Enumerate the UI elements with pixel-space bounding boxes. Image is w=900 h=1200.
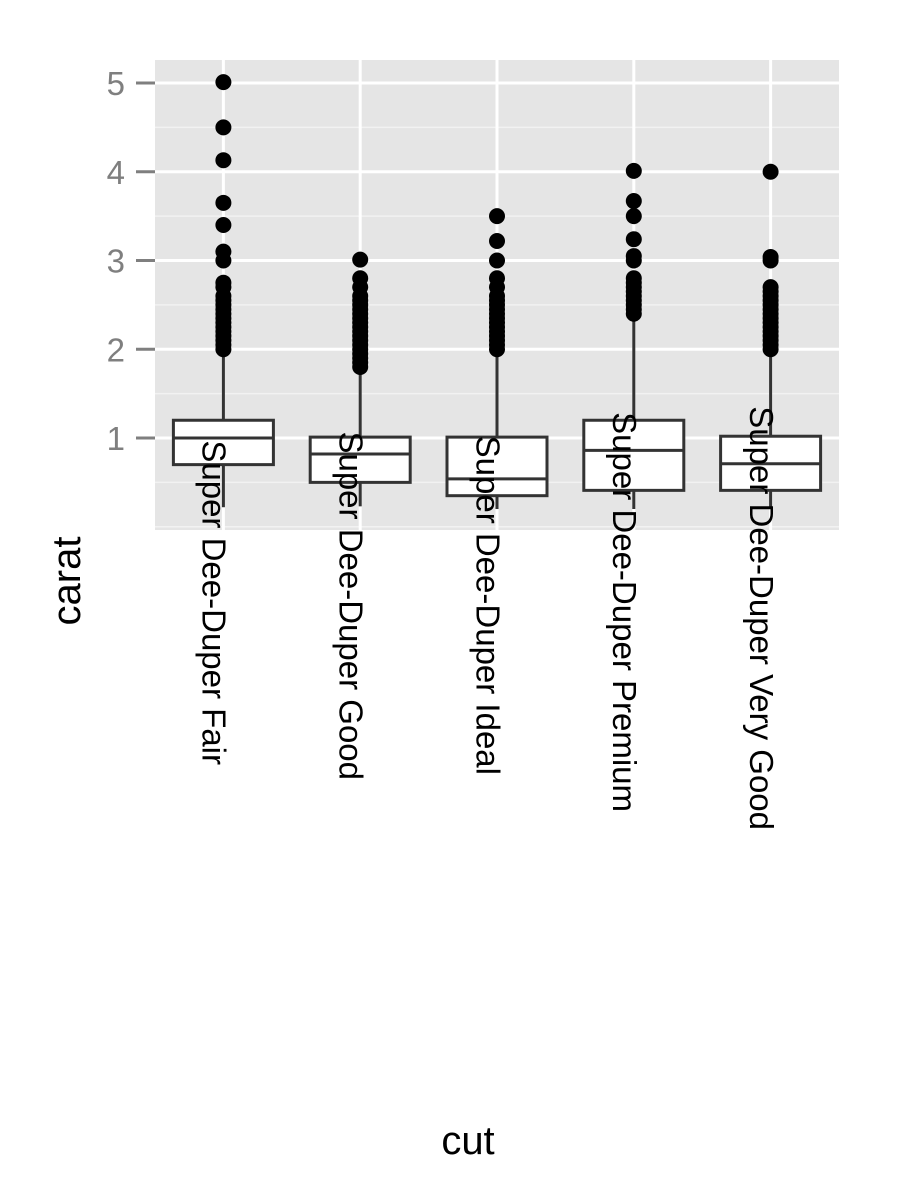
- box-iqr: [582, 418, 686, 492]
- category-labels: Super Dee-Duper Fair Super Dee-Duper Good…: [196, 406, 780, 830]
- x-tick-label: Super Dee-Duper Very Good: [743, 406, 780, 830]
- outlier-point: [215, 243, 232, 260]
- y-tick-label: 5: [107, 65, 125, 102]
- outlier-point: [215, 217, 232, 233]
- outlier-point: [625, 231, 642, 248]
- boxplot: [582, 162, 686, 509]
- y-axis-tick-labels: 1 2 3 4 5: [107, 65, 125, 457]
- outlier-point: [215, 152, 232, 169]
- outlier-point: [215, 194, 232, 211]
- outlier-point: [625, 208, 642, 225]
- outlier-point: [625, 162, 642, 179]
- x-tick-label: Super Dee-Duper Fair: [196, 440, 233, 765]
- outlier-point: [489, 208, 505, 225]
- x-axis-title: cut: [441, 1119, 494, 1163]
- y-tick-label: 3: [107, 243, 125, 280]
- box-iqr: [308, 435, 412, 484]
- outlier-point: [625, 193, 642, 210]
- x-tick-label: Super Dee-Duper Ideal: [469, 436, 506, 775]
- x-tick-label: Super Dee-Duper Premium: [606, 412, 643, 812]
- y-axis-title: carat: [45, 537, 89, 626]
- outlier-point: [489, 270, 505, 287]
- outlier-point: [352, 270, 369, 287]
- outlier-point: [489, 232, 505, 249]
- y-tick-label: 4: [107, 154, 125, 191]
- outlier-point: [625, 248, 642, 265]
- y-tick-label: 2: [107, 331, 125, 368]
- outlier-point: [215, 74, 232, 91]
- outlier-point: [762, 163, 779, 180]
- outlier-point: [215, 119, 232, 136]
- outlier-point: [625, 270, 642, 287]
- y-tick-label: 1: [107, 420, 125, 457]
- outlier-point: [762, 279, 779, 296]
- box-iqr: [445, 435, 549, 498]
- box-iqr: [171, 418, 275, 467]
- outlier-point: [489, 252, 505, 269]
- outlier-point: [762, 248, 779, 265]
- boxplot: [171, 74, 275, 508]
- boxplot: [719, 163, 823, 509]
- boxplot: [308, 251, 412, 507]
- outlier-point: [352, 251, 369, 268]
- outlier-point: [215, 274, 232, 291]
- y-axis-ticks: [136, 81, 155, 440]
- boxplot: [445, 208, 549, 509]
- boxplots: [171, 74, 823, 509]
- x-tick-label: Super Dee-Duper Good: [332, 431, 369, 780]
